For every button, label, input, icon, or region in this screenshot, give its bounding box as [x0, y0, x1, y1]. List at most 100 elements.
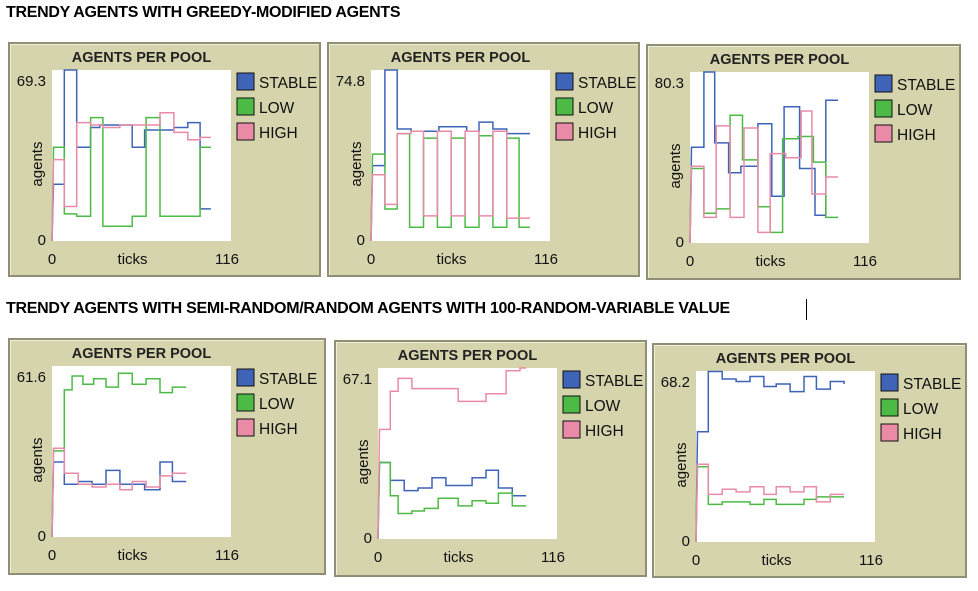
y-tick-max: 67.1: [343, 371, 372, 388]
legend-swatch-high: [874, 124, 893, 143]
plot-panel-3: AGENTS PER POOL 80.3 0 0 116 ticks agents STABL…: [646, 44, 961, 280]
y-axis-label: agents: [29, 142, 46, 187]
y-tick-min: 0: [676, 234, 684, 251]
legend-label-high: HIGH: [903, 426, 942, 443]
legend-label-high: HIGH: [585, 423, 624, 440]
plot-panel-4: AGENTS PER POOL 61.6 0 0 116 ticks agents STABL…: [8, 338, 326, 575]
plot-panel-5: AGENTS PER POOL 67.1 0 0 116 ticks agents STABL…: [334, 340, 647, 577]
x-tick-min: 0: [48, 547, 56, 564]
legend-label-high: HIGH: [259, 421, 298, 438]
legend-label-low: LOW: [259, 396, 295, 413]
chart-title: AGENTS PER POOL: [391, 50, 531, 66]
plot-area: [378, 368, 557, 539]
legend-label-stable: STABLE: [259, 371, 317, 388]
x-axis-label: ticks: [444, 549, 474, 566]
x-axis-label: ticks: [118, 251, 148, 268]
y-tick-max: 69.3: [17, 73, 46, 90]
x-tick-max: 116: [859, 552, 883, 569]
legend-swatch-low: [874, 99, 893, 118]
legend-label-low: LOW: [578, 100, 614, 117]
series-line-low: [51, 372, 187, 538]
plot-panel-6: AGENTS PER POOL 68.2 0 0 116 ticks agents STABL…: [652, 343, 967, 578]
series-line-high: [695, 463, 845, 543]
y-tick-max: 74.8: [336, 73, 365, 90]
chart-svg: AGENTS PER POOL 67.1 00 116 ticks agents STABL…: [343, 348, 644, 566]
plot-area: [690, 72, 869, 243]
plot-panel-2: AGENTS PER POOL 74.8 0 0 116 ticks agents STABL…: [327, 42, 640, 277]
legend-swatch-high: [555, 122, 574, 141]
legend-label-high: HIGH: [259, 125, 298, 142]
y-tick-max: 80.3: [655, 75, 684, 92]
legend-swatch-high: [562, 420, 581, 439]
y-axis-label: agents: [355, 440, 372, 485]
legend-swatch-stable: [236, 72, 255, 91]
y-axis-label: agents: [29, 438, 46, 483]
x-tick-max: 116: [534, 251, 558, 268]
x-tick-min: 0: [374, 549, 382, 566]
chart-title: AGENTS PER POOL: [710, 52, 850, 68]
plot-area: [371, 70, 550, 241]
legend-swatch-stable: [880, 373, 899, 392]
legend-swatch-low: [880, 398, 899, 417]
chart-svg: AGENTS PER POOL 61.6 00 116 ticks agents STABL…: [17, 346, 318, 564]
x-tick-min: 0: [367, 251, 375, 268]
x-tick-min: 0: [686, 253, 694, 270]
x-axis-label: ticks: [756, 253, 786, 270]
y-axis-label: agents: [667, 144, 684, 189]
legend-swatch-low: [236, 97, 255, 116]
legend-swatch-stable: [236, 368, 255, 387]
x-tick-max: 116: [215, 547, 239, 564]
x-axis-label: ticks: [118, 547, 148, 564]
legend-swatch-high: [236, 122, 255, 141]
series-line-high: [377, 367, 527, 540]
chart-title: AGENTS PER POOL: [716, 351, 856, 367]
x-axis-label: ticks: [437, 251, 467, 268]
y-tick-min: 0: [38, 232, 46, 249]
legend-label-stable: STABLE: [259, 75, 317, 92]
x-axis-label: ticks: [762, 552, 792, 569]
series-line-low: [370, 132, 530, 242]
chart-title: AGENTS PER POOL: [72, 50, 212, 66]
chart-svg: AGENTS PER POOL 69.3 00 116 ticks agents STABL…: [17, 50, 318, 268]
x-tick-max: 116: [215, 251, 239, 268]
chart-title: AGENTS PER POOL: [398, 348, 538, 364]
section-title-greedy: TRENDY AGENTS WITH GREEDY-MODIFIED AGENT…: [6, 4, 401, 21]
chart-svg: AGENTS PER POOL 68.2 00 116 ticks agents STABL…: [661, 351, 962, 569]
series-line-stable: [689, 71, 839, 244]
y-tick-min: 0: [364, 530, 372, 547]
series-line-high: [51, 447, 187, 538]
series-line-low: [377, 461, 527, 540]
legend-swatch-low: [562, 395, 581, 414]
plot-area: [52, 366, 231, 537]
series-line-high: [370, 130, 530, 242]
series-line-stable: [51, 461, 187, 538]
series-line-high: [51, 111, 211, 242]
legend-label-stable: STABLE: [903, 376, 961, 393]
plot-area: [52, 70, 231, 241]
section-title-semi-random: TRENDY AGENTS WITH SEMI-RANDOM/RANDOM AG…: [6, 300, 730, 317]
x-tick-max: 116: [853, 253, 877, 270]
legend-label-high: HIGH: [897, 127, 936, 144]
legend-swatch-stable: [562, 370, 581, 389]
legend-label-low: LOW: [897, 102, 933, 119]
legend-label-low: LOW: [903, 401, 939, 418]
legend-swatch-high: [236, 418, 255, 437]
y-tick-min: 0: [682, 533, 690, 550]
series-line-stable: [377, 461, 527, 540]
legend-swatch-low: [555, 97, 574, 116]
text-cursor: [806, 299, 807, 320]
legend-swatch-high: [880, 423, 899, 442]
legend-label-stable: STABLE: [897, 77, 955, 94]
chart-svg: AGENTS PER POOL 74.8 00 116 ticks agents STABL…: [336, 50, 637, 268]
x-tick-min: 0: [692, 552, 700, 569]
series-line-low: [51, 116, 211, 242]
legend-label-low: LOW: [259, 100, 295, 117]
y-tick-min: 0: [357, 232, 365, 249]
y-tick-min: 0: [38, 528, 46, 545]
y-axis-label: agents: [673, 443, 690, 488]
series-line-stable: [370, 69, 530, 242]
chart-title: AGENTS PER POOL: [72, 346, 212, 362]
y-tick-max: 61.6: [17, 369, 46, 386]
legend-label-low: LOW: [585, 398, 621, 415]
plot-area: [696, 371, 875, 542]
